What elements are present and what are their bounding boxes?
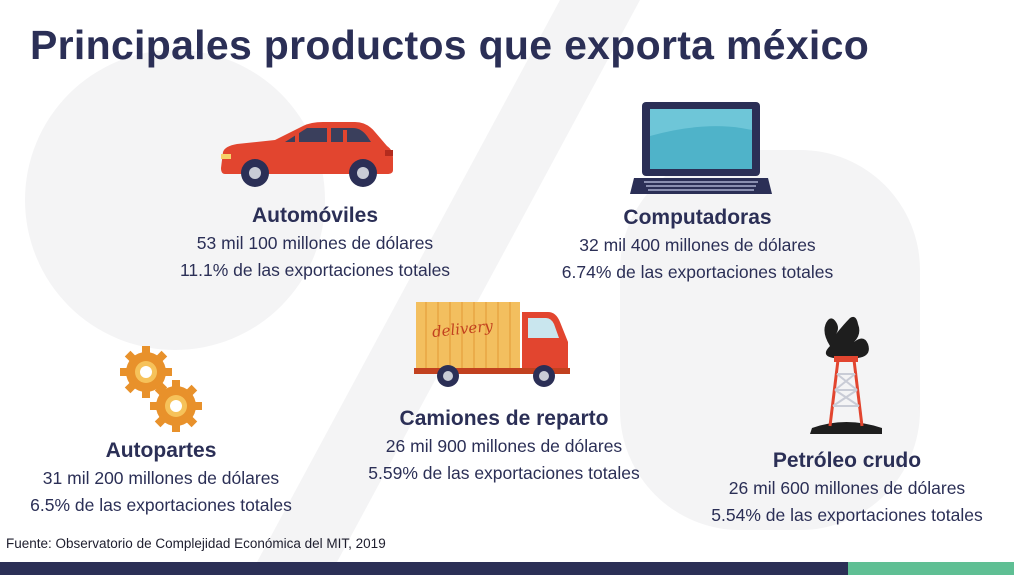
source-note: Fuente: Observatorio de Complejidad Econ…	[6, 536, 386, 551]
page-title: Principales productos que exporta méxico	[30, 22, 870, 68]
product-value: 31 mil 200 millones de dólares	[42, 468, 280, 488]
product-share: 5.59% de las exportaciones totales	[368, 463, 640, 483]
footer-bar	[0, 562, 1014, 575]
product-camiones-de-reparto: Camiones de reparto 26 mil 900 millones …	[336, 405, 672, 487]
oil-rig-icon	[810, 316, 882, 434]
product-name: Camiones de reparto	[399, 407, 609, 430]
product-petroleo-crudo: Petróleo crudo 26 mil 600 millones de dó…	[680, 447, 1014, 529]
product-value: 26 mil 900 millones de dólares	[385, 436, 623, 456]
product-share: 11.1% de las exportaciones totales	[179, 260, 451, 280]
car-icon	[221, 122, 393, 187]
product-share: 6.74% de las exportaciones totales	[561, 262, 834, 282]
product-autopartes: Autopartes 31 mil 200 millones de dólare…	[0, 437, 322, 519]
product-share: 5.54% de las exportaciones totales	[711, 505, 983, 525]
footer-accent	[848, 562, 1014, 575]
product-value: 53 mil 100 millones de dólares	[196, 233, 434, 253]
product-value: 32 mil 400 millones de dólares	[579, 235, 816, 255]
laptop-icon	[630, 102, 772, 194]
product-automoviles: Automóviles 53 mil 100 millones de dólar…	[150, 202, 480, 284]
product-name: Autopartes	[105, 439, 217, 462]
product-name: Automóviles	[251, 204, 379, 227]
product-computadoras: Computadoras 32 mil 400 millones de dóla…	[530, 204, 865, 286]
gears-icon	[120, 346, 202, 432]
product-name: Computadoras	[623, 206, 772, 229]
product-value: 26 mil 600 millones de dólares	[728, 478, 966, 498]
product-name: Petróleo crudo	[772, 449, 922, 472]
product-share: 6.5% de las exportaciones totales	[30, 495, 292, 515]
delivery-truck-icon: delivery	[414, 302, 570, 387]
